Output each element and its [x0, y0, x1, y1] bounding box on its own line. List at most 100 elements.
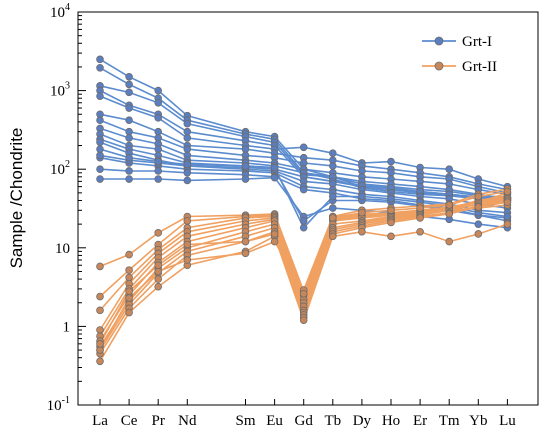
x-tick-label: Nd: [178, 413, 197, 429]
x-tick-label: Tm: [439, 413, 460, 429]
data-point: [328, 149, 337, 157]
series-line: [99, 194, 508, 337]
data-point: [299, 185, 308, 194]
series-group-1: [96, 185, 512, 366]
y-axis-title-group: Sample /Chondrite: [7, 128, 26, 269]
data-point: [96, 340, 104, 348]
data-point: [387, 232, 395, 241]
data-point: [387, 206, 395, 215]
data-point: [474, 220, 483, 228]
data-point: [96, 262, 104, 271]
x-tick-label: Yb: [469, 413, 487, 429]
data-point: [154, 229, 163, 237]
x-tick-label: Sm: [235, 413, 255, 429]
data-point: [96, 145, 104, 153]
data-point: [183, 168, 192, 177]
data-point: [241, 249, 250, 258]
data-point: [154, 261, 163, 270]
data-point: [183, 127, 192, 136]
legend-marker: [434, 36, 444, 46]
data-point: [125, 175, 133, 183]
series-line: [99, 138, 508, 203]
data-point: [270, 173, 279, 182]
data-point: [96, 292, 104, 301]
data-point: [183, 160, 192, 169]
data-point: [125, 153, 133, 162]
x-tick-label: Lu: [499, 413, 516, 429]
x-tick-label: Eu: [266, 413, 283, 429]
data-point: [299, 159, 308, 167]
data-point: [125, 134, 133, 142]
data-point: [125, 80, 133, 89]
series-line: [99, 85, 508, 198]
data-point: [154, 86, 163, 95]
y-tick-label: 10: [55, 241, 70, 257]
data-point: [154, 98, 163, 107]
data-point: [183, 256, 192, 264]
data-point: [154, 275, 163, 283]
data-point: [503, 198, 512, 207]
data-point: [154, 267, 163, 276]
data-point: [125, 287, 133, 296]
data-point: [270, 237, 279, 246]
data-point: [416, 227, 424, 236]
data-point: [96, 346, 104, 354]
data-point: [183, 134, 192, 142]
data-point: [299, 223, 308, 232]
data-point: [125, 273, 133, 282]
series-line: [99, 95, 508, 188]
x-tick-label: La: [92, 413, 108, 429]
series-line: [99, 188, 508, 351]
data-point: [358, 192, 366, 201]
data-point: [503, 212, 512, 221]
series-line: [99, 223, 508, 362]
series-line: [99, 156, 508, 214]
plot-frame: [77, 11, 539, 406]
data-point: [328, 192, 337, 201]
data-point: [299, 143, 308, 152]
data-point: [183, 145, 192, 153]
data-point: [445, 237, 454, 246]
x-tick-label: Ce: [121, 413, 138, 429]
data-point: [96, 138, 104, 147]
data-point: [154, 175, 163, 183]
data-point: [445, 210, 454, 218]
series-line: [99, 201, 508, 355]
series-line: [99, 141, 508, 209]
data-point: [503, 220, 512, 228]
y-tick-label: 10-1: [47, 395, 70, 414]
data-point: [416, 214, 424, 222]
x-tick-label: Dy: [353, 413, 372, 429]
data-point: [241, 175, 250, 183]
data-point: [241, 237, 250, 246]
data-point: [270, 230, 279, 238]
data-point: [183, 217, 192, 225]
x-tick-label: Tb: [324, 413, 341, 429]
data-point: [125, 116, 133, 125]
data-point: [299, 316, 308, 324]
data-point: [96, 175, 104, 183]
series-layer: [96, 55, 512, 366]
data-point: [241, 145, 250, 153]
series-line: [99, 119, 508, 194]
data-point: [387, 195, 395, 203]
data-point: [154, 114, 163, 122]
data-point: [96, 55, 104, 64]
data-point: [96, 92, 104, 100]
data-point: [125, 266, 133, 274]
data-point: [154, 145, 163, 153]
data-point: [183, 240, 192, 249]
data-point: [474, 192, 483, 201]
data-point: [328, 214, 337, 222]
data-point: [125, 167, 133, 175]
legend: Grt-I Grt-II: [422, 34, 497, 75]
x-tick-label: Ho: [382, 413, 400, 429]
x-tick-label: Gd: [295, 413, 314, 429]
data-point: [154, 127, 163, 136]
legend-label: Grt-I: [462, 34, 492, 50]
data-point: [358, 208, 366, 217]
data-point: [125, 72, 133, 81]
data-point: [474, 203, 483, 211]
x-tick-label: Er: [413, 413, 427, 429]
